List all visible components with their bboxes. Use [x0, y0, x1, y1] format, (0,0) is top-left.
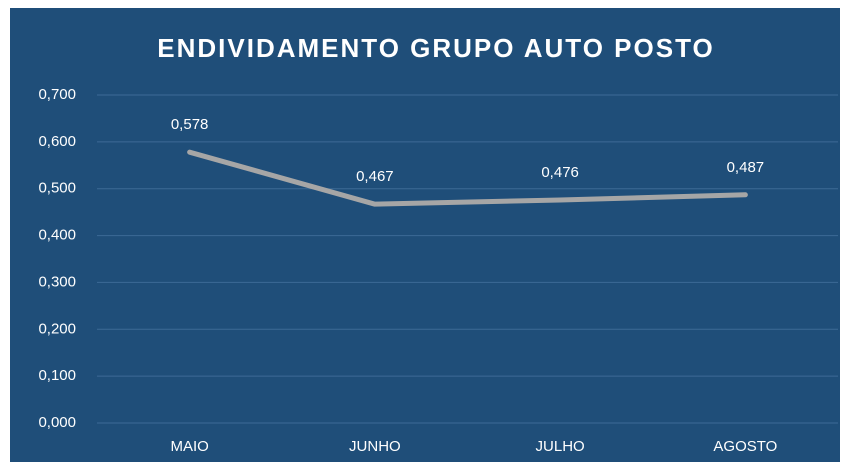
x-tick-label: AGOSTO	[713, 438, 777, 455]
chart-background	[10, 8, 840, 462]
data-label: 0,578	[171, 116, 209, 133]
y-tick-label: 0,400	[38, 227, 76, 244]
data-label: 0,487	[727, 159, 765, 176]
x-tick-label: JUNHO	[349, 438, 401, 455]
y-tick-label: 0,700	[38, 86, 76, 103]
data-label: 0,476	[541, 164, 579, 181]
x-tick-label: MAIO	[170, 438, 208, 455]
y-tick-label: 0,100	[38, 367, 76, 384]
data-label: 0,467	[356, 168, 394, 185]
x-tick-label: JULHO	[536, 438, 585, 455]
y-tick-label: 0,500	[38, 180, 76, 197]
chart-title: ENDIVIDAMENTO GRUPO AUTO POSTO	[157, 33, 714, 63]
y-tick-label: 0,000	[38, 414, 76, 431]
line-series	[187, 149, 748, 207]
y-tick-label: 0,600	[38, 133, 76, 150]
y-tick-label: 0,300	[38, 273, 76, 290]
y-tick-label: 0,200	[38, 320, 76, 337]
